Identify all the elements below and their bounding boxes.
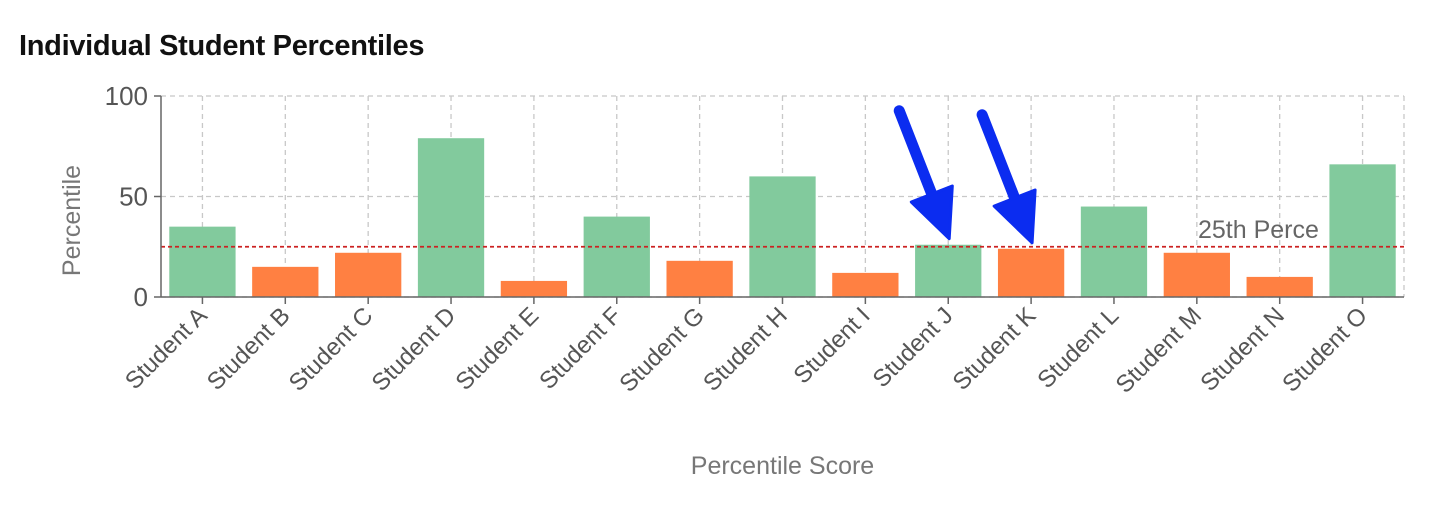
bar (832, 272, 899, 297)
bar (1246, 276, 1313, 297)
bar (1080, 206, 1148, 297)
bar (500, 280, 568, 297)
x-axis-label: Percentile Score (691, 452, 874, 480)
bar (749, 176, 816, 297)
bar (583, 216, 650, 297)
bars (169, 138, 1396, 297)
bar (169, 226, 236, 297)
annotation-arrow (976, 109, 1037, 245)
x-tick-label: Student D (367, 302, 462, 397)
x-tick-label: Student M (1111, 302, 1207, 398)
x-tick-label: Student I (789, 302, 876, 389)
bar (666, 260, 733, 297)
x-tick-label: Student F (534, 302, 627, 395)
bar (1163, 252, 1230, 297)
x-tick-label: Student E (451, 302, 545, 396)
x-tick-label: Student N (1195, 302, 1290, 397)
axes (154, 95, 1404, 304)
bar (335, 252, 402, 297)
x-tick-label: Student H (698, 302, 793, 397)
x-tick-label: Student A (120, 302, 213, 395)
bar (1329, 164, 1396, 297)
y-tick-label: 50 (119, 182, 148, 212)
y-tick-label: 100 (105, 81, 148, 111)
annotation-arrow (893, 105, 954, 241)
reference-line-group: 25th Perce (161, 216, 1404, 248)
bar (997, 248, 1065, 297)
annotations (893, 105, 1037, 245)
reference-line-label: 25th Perce (1198, 216, 1319, 244)
y-tick-label: 0 (134, 282, 148, 312)
y-axis-label: Percentile (58, 165, 86, 276)
bar (417, 138, 485, 297)
x-tick-label: Student J (868, 302, 959, 393)
x-tick-label: Student B (202, 302, 296, 396)
x-tick-label: Student K (948, 302, 1042, 396)
chart-title: Individual Student Percentiles (19, 30, 425, 62)
bar (252, 266, 319, 297)
x-tick-label: Student G (614, 302, 710, 398)
x-tick-label: Student O (1277, 302, 1373, 398)
x-tick-label: Student C (284, 302, 379, 397)
bar (915, 244, 982, 297)
